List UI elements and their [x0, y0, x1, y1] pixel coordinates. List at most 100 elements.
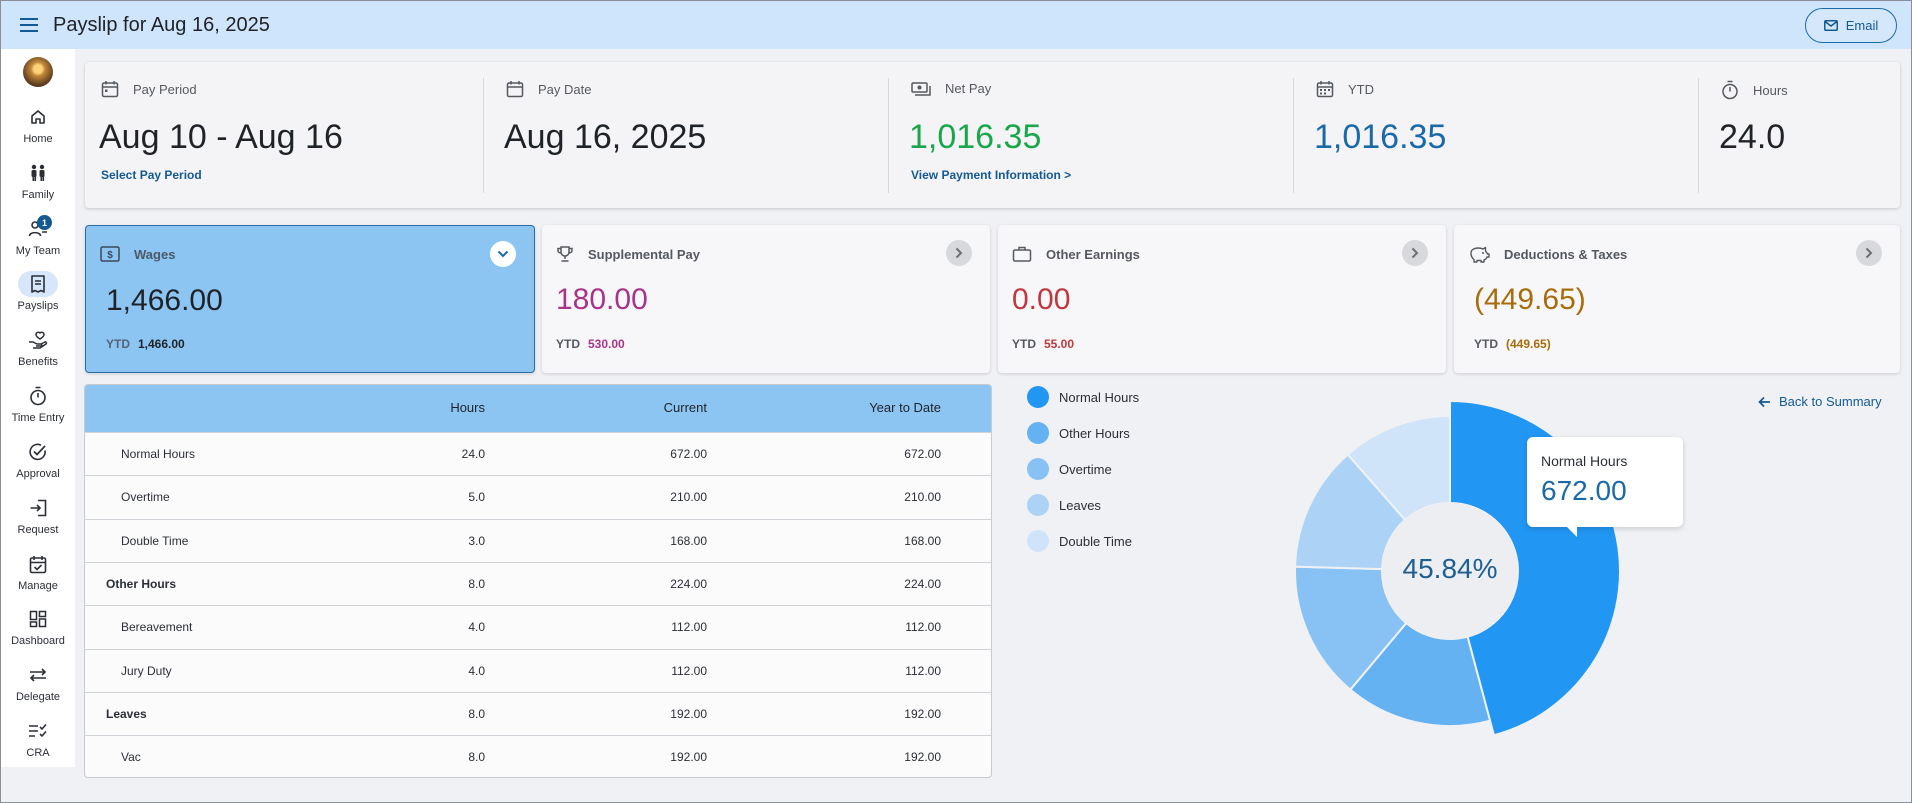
payslip-icon [18, 271, 58, 297]
pay-date-label: Pay Date [538, 81, 592, 97]
row-label: Jury Duty [121, 663, 172, 678]
row-ytd: 112.00 [905, 663, 941, 678]
money-icon [911, 82, 931, 96]
row-ytd: 192.00 [904, 706, 941, 721]
legend-item[interactable]: Double Time [1027, 528, 1177, 554]
row-label: Leaves [106, 706, 147, 721]
expand-button[interactable] [946, 240, 972, 266]
row-hours: 5.0 [468, 490, 485, 505]
other-earnings-card[interactable]: Other Earnings 0.00 YTD 55.00 [998, 225, 1446, 373]
deductions-taxes-title: Deductions & Taxes [1504, 246, 1628, 262]
legend-swatch [1027, 530, 1049, 552]
supplemental-pay-title: Supplemental Pay [588, 246, 700, 262]
row-hours: 4.0 [468, 663, 485, 678]
pay-summary-card: Pay Period Aug 10 - Aug 16 Select Pay Pe… [85, 62, 1900, 208]
divider [1698, 78, 1699, 193]
other-earnings-title: Other Earnings [1046, 246, 1140, 262]
email-button-label: Email [1845, 18, 1879, 33]
sidebar-item-label: Payslips [17, 300, 59, 312]
table-row: Double Time 3.0 168.00 168.00 [85, 518, 991, 562]
ytd-section: YTD 1,016.35 [1300, 62, 1698, 208]
table-row: Jury Duty 4.0 112.00 112.00 [85, 648, 991, 692]
home-icon [18, 104, 58, 130]
deductions-taxes-value: (449.65) [1474, 283, 1586, 316]
row-label: Overtime [121, 490, 170, 505]
cra-icon [18, 718, 58, 744]
row-current: 112.00 [671, 663, 707, 678]
dollar-icon: $ [100, 246, 120, 262]
legend-item[interactable]: Overtime [1027, 456, 1177, 482]
sidebar-item-home[interactable]: Home [1, 104, 75, 156]
row-hours: 8.0 [468, 750, 485, 765]
row-current: 224.00 [670, 576, 707, 591]
expand-button[interactable] [1856, 240, 1882, 266]
approval-icon [18, 439, 58, 465]
row-ytd: 224.00 [904, 576, 941, 591]
legend-label: Overtime [1059, 461, 1112, 477]
deductions-taxes-card[interactable]: Deductions & Taxes (449.65) YTD (449.65) [1454, 225, 1900, 373]
deductions-ytd-value: (449.65) [1506, 337, 1551, 351]
sidebar-item-family[interactable]: Family [1, 160, 75, 212]
benefits-icon [18, 327, 58, 353]
sidebar-item-request[interactable]: Request [1, 495, 75, 547]
calendar-icon [506, 81, 524, 98]
sidebar-item-dashboard[interactable]: Dashboard [1, 606, 75, 658]
sidebar-item-payslips[interactable]: Payslips [1, 271, 75, 323]
legend-swatch [1027, 386, 1049, 408]
wages-ytd-label: YTD [106, 337, 130, 351]
row-hours: 8.0 [468, 576, 485, 591]
team-icon: 1 [18, 215, 58, 242]
supplemental-pay-card[interactable]: Supplemental Pay 180.00 YTD 530.00 [542, 225, 990, 373]
chart-center-percentage: 45.84% [1402, 553, 1498, 584]
sidebar-item-cra[interactable]: CRA [1, 718, 75, 770]
arrow-left-icon [1758, 396, 1770, 407]
stopwatch-icon [18, 383, 58, 409]
tooltip-value: 672.00 [1541, 475, 1627, 506]
net-pay-value: 1,016.35 [909, 118, 1042, 156]
pay-period-value: Aug 10 - Aug 16 [99, 118, 343, 156]
select-pay-period-link[interactable]: Select Pay Period [101, 168, 202, 182]
table-row: Other Hours 8.0 224.00 224.00 [85, 561, 991, 605]
calendar-icon [101, 81, 119, 98]
sidebar-item-label: Family [21, 189, 55, 201]
legend-item[interactable]: Normal Hours [1027, 384, 1177, 410]
sidebar-item-label: Benefits [18, 356, 58, 368]
legend-item[interactable]: Leaves [1027, 492, 1177, 518]
row-label: Other Hours [106, 576, 177, 591]
hours-label: Hours [1753, 82, 1788, 98]
donut-hole [1382, 503, 1518, 639]
sidebar-item-label: Home [23, 133, 53, 145]
sidebar-item-delegate[interactable]: Delegate [1, 662, 75, 714]
sidebar-item-approval[interactable]: Approval [1, 439, 75, 491]
sidebar-item-time-entry[interactable]: Time Entry [1, 383, 75, 435]
column-header-hours: Hours [450, 400, 485, 415]
avatar[interactable] [23, 57, 53, 87]
supplemental-ytd-value: 530.00 [588, 337, 625, 351]
top-header: Payslip for Aug 16, 2025 Email [1, 1, 1911, 49]
row-current: 192.00 [670, 750, 707, 765]
legend-label: Other Hours [1059, 425, 1130, 441]
tooltip-pointer [1563, 523, 1577, 537]
wages-card[interactable]: $ Wages 1,466.00 YTD 1,466.00 [85, 225, 535, 373]
sidebar-item-benefits[interactable]: Benefits [1, 327, 75, 379]
expand-button[interactable] [1402, 240, 1428, 266]
row-ytd: 168.00 [904, 533, 941, 548]
calendar-grid-icon [1316, 81, 1334, 98]
sidebar-item-my-team[interactable]: 1 My Team [1, 215, 75, 268]
wages-breakdown-table: Hours Current Year to Date Normal Hours 2… [84, 384, 992, 778]
table-row: Vac 8.0 192.00 192.00 [85, 735, 991, 777]
menu-icon[interactable] [15, 11, 43, 39]
wages-ytd-value: 1,466.00 [138, 337, 185, 351]
back-to-summary-link[interactable]: Back to Summary [1758, 394, 1882, 409]
legend-item[interactable]: Other Hours [1027, 420, 1177, 446]
row-hours: 24.0 [461, 447, 485, 461]
view-payment-info-link[interactable]: View Payment Information > [911, 168, 1072, 182]
collapse-button[interactable] [490, 241, 516, 267]
pay-date-value: Aug 16, 2025 [504, 118, 707, 156]
trophy-icon [557, 246, 573, 262]
other-earnings-value: 0.00 [1012, 283, 1071, 316]
sidebar-item-manage[interactable]: Manage [1, 551, 75, 603]
email-button[interactable]: Email [1805, 8, 1897, 43]
row-current: 210.00 [670, 490, 707, 505]
delegate-icon [18, 662, 58, 688]
